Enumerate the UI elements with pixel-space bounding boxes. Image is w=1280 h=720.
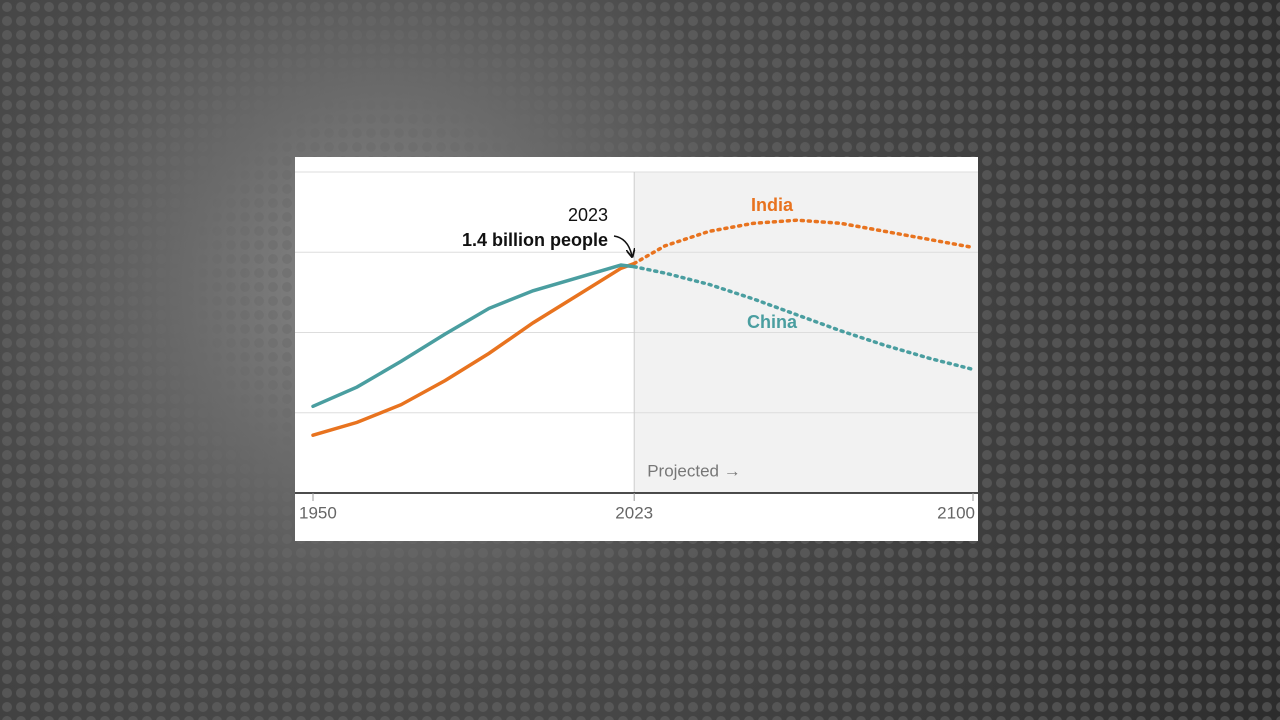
projection-line (632, 264, 975, 372)
history-line (311, 263, 636, 409)
series-label: India (751, 195, 794, 215)
annotation-arrow (613, 235, 632, 256)
series-label: China (747, 312, 798, 332)
projection-line (632, 218, 975, 266)
projection-label: Projected → (647, 461, 741, 480)
x-tick-label: 1950 (299, 503, 337, 522)
x-tick-label: 2100 (937, 503, 975, 522)
annotation-year: 2023 (568, 205, 608, 225)
history-line (311, 261, 636, 437)
x-tick-label: 2023 (615, 503, 653, 522)
annotation-text: 1.4 billion people (462, 230, 608, 250)
plot-area: 1950 2023 2100 Projected → India China 2023 1.4… (295, 171, 978, 522)
